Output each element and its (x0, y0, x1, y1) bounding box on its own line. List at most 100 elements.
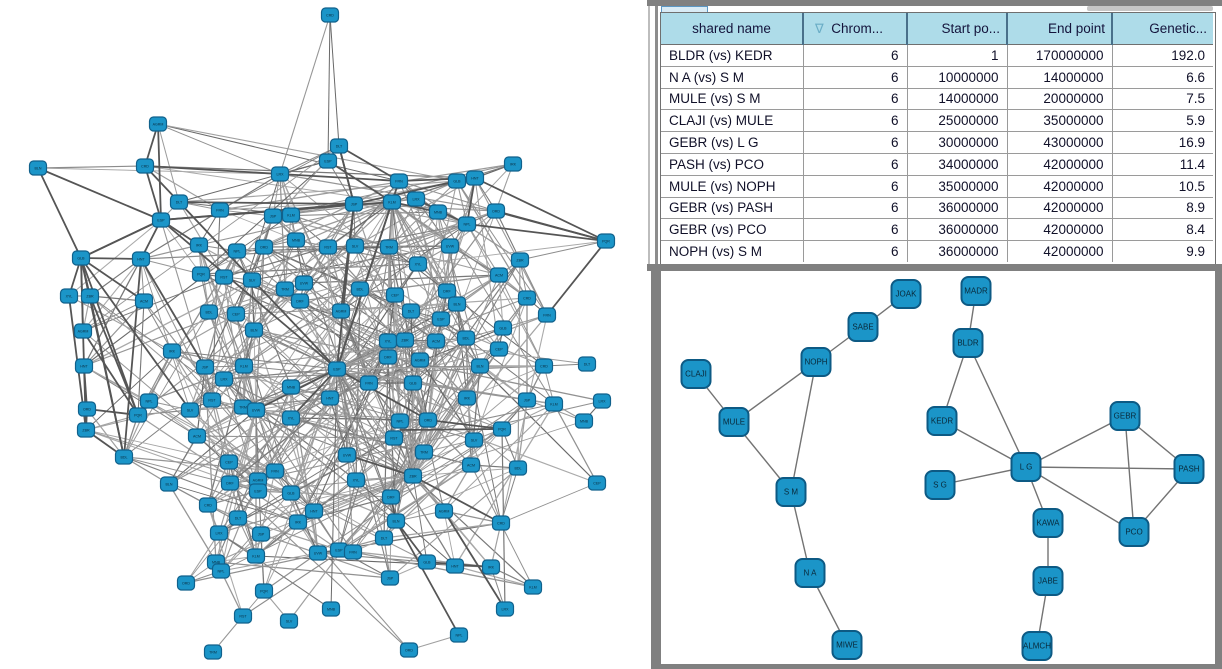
svg-text:CRD: CRD (204, 504, 212, 508)
svg-text:AGRM: AGRM (439, 510, 450, 514)
svg-text:ORD: ORD (260, 246, 268, 250)
svg-text:BDL: BDL (463, 337, 470, 341)
svg-text:DRF: DRF (296, 300, 304, 304)
svg-text:GLB: GLB (77, 257, 85, 261)
svg-text:UVW: UVW (300, 282, 309, 286)
svg-text:RST: RST (390, 437, 398, 441)
svg-text:PQR: PQR (260, 590, 268, 594)
svg-text:N A: N A (804, 569, 818, 578)
svg-text:KAWA: KAWA (1037, 519, 1061, 528)
svg-text:ESP: ESP (333, 368, 341, 372)
svg-text:DRF: DRF (387, 496, 395, 500)
svg-text:DLT: DLT (235, 517, 242, 521)
svg-text:PCO: PCO (1125, 528, 1142, 537)
svg-text:ACM: ACM (495, 274, 503, 278)
svg-text:CRD: CRD (523, 297, 531, 301)
svg-text:CLAJI: CLAJI (685, 370, 707, 379)
svg-text:ACM: ACM (193, 435, 201, 439)
svg-text:GLB: GLB (409, 382, 417, 386)
svg-text:GLB: GLB (287, 492, 295, 496)
svg-text:XYL: XYL (415, 263, 422, 267)
svg-text:MADR: MADR (964, 287, 988, 296)
svg-text:XYL: XYL (288, 417, 295, 421)
svg-text:BLDR: BLDR (957, 339, 979, 348)
svg-text:PQR: PQR (602, 240, 610, 244)
svg-text:RST: RST (239, 615, 247, 619)
svg-text:TRM: TRM (420, 451, 428, 455)
svg-text:JSP: JSP (387, 577, 394, 581)
svg-text:CRD: CRD (141, 165, 149, 169)
svg-text:ESP: ESP (335, 549, 343, 553)
svg-text:FRN: FRN (365, 382, 373, 386)
svg-text:NPL: NPL (456, 634, 463, 638)
svg-text:HNT: HNT (471, 177, 479, 181)
svg-text:UVW: UVW (446, 245, 455, 249)
svg-text:ORD: ORD (405, 649, 413, 653)
svg-text:ZBR: ZBR (401, 339, 409, 343)
svg-text:BDL: BDL (121, 456, 128, 460)
svg-text:TRM: TRM (209, 651, 217, 655)
svg-text:BDL: BDL (206, 311, 213, 315)
svg-text:PQR: PQR (498, 428, 506, 432)
svg-text:XYL: XYL (353, 479, 360, 483)
svg-text:NPL: NPL (464, 223, 471, 227)
svg-text:ESP: ESP (254, 490, 262, 494)
svg-text:LRX: LRX (277, 173, 285, 177)
svg-text:FRN: FRN (395, 180, 403, 184)
svg-text:KLM: KLM (550, 403, 557, 407)
svg-text:IRK: IRK (464, 397, 471, 401)
svg-text:IRK: IRK (295, 521, 302, 525)
svg-text:IRK: IRK (488, 566, 495, 570)
svg-text:JSP: JSP (351, 203, 358, 207)
svg-text:MNB: MNB (287, 386, 296, 390)
svg-text:UVW: UVW (252, 409, 261, 413)
svg-text:KLM: KLM (529, 586, 536, 590)
svg-text:FRN: FRN (349, 551, 357, 555)
svg-text:MULE: MULE (723, 418, 745, 427)
svg-text:KLM: KLM (240, 365, 247, 369)
svg-text:CRD: CRD (540, 365, 548, 369)
svg-text:ZBR: ZBR (516, 259, 524, 263)
svg-text:DRF: DRF (384, 356, 392, 360)
svg-text:LRX: LRX (216, 532, 224, 536)
svg-text:MNB: MNB (580, 420, 589, 424)
svg-text:ORD: ORD (492, 210, 500, 214)
svg-text:JSP: JSP (258, 533, 265, 537)
svg-text:MNB: MNB (212, 561, 221, 565)
svg-text:JABE: JABE (1038, 577, 1058, 586)
svg-text:MNB: MNB (327, 608, 336, 612)
svg-text:MNB: MNB (292, 239, 301, 243)
svg-text:LRX: LRX (413, 198, 421, 202)
svg-text:ORD: ORD (182, 582, 190, 586)
svg-text:ACM: ACM (432, 340, 440, 344)
svg-text:BLN: BLN (35, 167, 42, 171)
svg-text:CEP: CEP (225, 461, 233, 465)
svg-text:JSP: JSP (270, 215, 277, 219)
svg-text:RST: RST (324, 246, 332, 250)
svg-text:DLT: DLT (381, 537, 388, 541)
svg-text:CEP: CEP (593, 482, 601, 486)
svg-text:HNT: HNT (137, 258, 145, 262)
svg-text:PASH: PASH (1178, 465, 1199, 474)
svg-text:AGRM: AGRM (153, 123, 164, 127)
svg-text:ORD: ORD (83, 408, 91, 412)
svg-text:DRF: DRF (226, 482, 234, 486)
svg-text:PQR: PQR (197, 273, 205, 277)
svg-text:DLT: DLT (584, 363, 591, 367)
svg-text:HNT: HNT (326, 397, 334, 401)
svg-text:FRN: FRN (216, 209, 224, 213)
svg-text:NOPH: NOPH (804, 358, 827, 367)
svg-text:UVW: UVW (314, 552, 323, 556)
svg-text:GLB: GLB (423, 561, 431, 565)
svg-text:SLV: SLV (187, 409, 194, 413)
svg-text:FRN: FRN (271, 470, 279, 474)
svg-text:NPL: NPL (397, 420, 404, 424)
svg-text:AGRM: AGRM (415, 359, 426, 363)
svg-text:CEP: CEP (495, 348, 503, 352)
svg-text:DRF: DRF (443, 290, 451, 294)
svg-text:RST: RST (220, 276, 228, 280)
svg-text:SLV: SLV (352, 245, 359, 249)
svg-text:SABE: SABE (852, 323, 873, 332)
svg-text:ZBR: ZBR (86, 295, 94, 299)
svg-text:IRK: IRK (169, 350, 176, 354)
